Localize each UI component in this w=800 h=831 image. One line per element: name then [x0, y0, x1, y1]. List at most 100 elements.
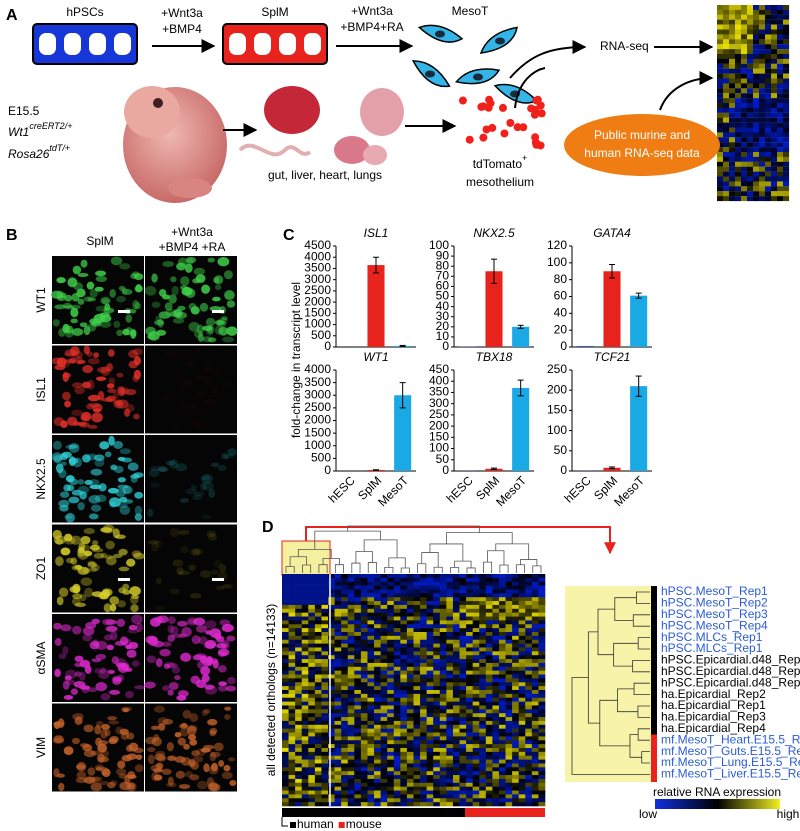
dendrogram-branch — [533, 566, 541, 573]
heatmap-cell — [486, 644, 493, 648]
species-bar — [651, 586, 657, 735]
heatmap-cell — [400, 659, 407, 663]
cell-signal — [53, 623, 62, 630]
heatmap-cell — [479, 628, 486, 632]
heatmap-cell — [400, 582, 407, 586]
cell-signal — [133, 414, 140, 420]
heatmap-cell — [315, 617, 322, 621]
heatmap-cell — [321, 678, 328, 682]
heatmap-cell — [348, 651, 355, 655]
heatmap-cell — [289, 717, 296, 721]
heatmap-cell — [289, 713, 296, 717]
heatmap-cell — [473, 783, 480, 787]
cell-signal — [189, 404, 198, 408]
heatmap-cell — [341, 713, 348, 717]
heatmap-cell — [453, 713, 460, 717]
heatmap-cell — [407, 702, 414, 706]
heatmap-cell — [479, 678, 486, 682]
heatmap-cell — [735, 157, 741, 162]
cell-signal — [88, 495, 100, 504]
heatmap-cell — [446, 644, 453, 648]
heatmap-cell — [381, 682, 388, 686]
heatmap-cell — [765, 44, 771, 49]
cell-signal — [109, 377, 116, 385]
heatmap-cell — [394, 663, 401, 667]
heatmap-cell — [492, 632, 499, 636]
heatmap-cell — [381, 752, 388, 756]
nucleus — [425, 71, 435, 78]
heatmap-cell — [771, 59, 777, 64]
y-tick-label: 50 — [554, 443, 568, 457]
heatmap-cell — [321, 582, 328, 586]
dendrogram-branch — [516, 565, 524, 573]
heatmap-cell — [446, 632, 453, 636]
heatmap-cell — [295, 702, 302, 706]
heatmap-cell — [538, 733, 545, 737]
heatmap-cell — [538, 798, 545, 802]
tdtomato-cells — [459, 96, 546, 150]
heatmap-cell — [759, 44, 765, 49]
heatmap-cell — [532, 791, 539, 795]
heatmap-cell — [519, 760, 526, 764]
heatmap-cell — [440, 605, 447, 609]
cell-signal — [134, 285, 143, 292]
heatmap-cell — [308, 802, 315, 806]
heatmap-cell — [747, 25, 753, 30]
heatmap-cell — [348, 787, 355, 791]
heatmap-cell — [302, 589, 309, 593]
heatmap-cell — [321, 597, 328, 601]
heatmap-cell — [289, 613, 296, 617]
heatmap-cell — [420, 686, 427, 690]
heatmap-cell — [492, 705, 499, 709]
heatmap-cell — [394, 763, 401, 767]
heatmap-cell — [486, 624, 493, 628]
legend-bracket — [282, 817, 288, 826]
heatmap-cell — [433, 609, 440, 613]
heatmap-cell — [479, 779, 486, 783]
heatmap-cell — [335, 756, 342, 760]
cell-signal — [128, 629, 139, 634]
heatmap-cell — [741, 54, 747, 59]
heatmap-cell — [308, 756, 315, 760]
zoom-box — [565, 586, 651, 782]
heatmap-cell — [354, 617, 361, 621]
y-tick-label: 0 — [324, 463, 331, 477]
heatmap-cell — [361, 605, 368, 609]
heatmap-cell — [308, 574, 315, 578]
cell-signal — [79, 672, 86, 681]
heatmap-cell — [381, 767, 388, 771]
heatmap-cell — [771, 34, 777, 39]
heatmap-cell — [282, 613, 289, 617]
heatmap-cell — [473, 748, 480, 752]
cell-signal — [218, 681, 227, 685]
heatmap-cell — [479, 698, 486, 702]
heatmap-cell — [308, 632, 315, 636]
cell-signal — [156, 658, 163, 667]
cell-signal — [122, 289, 132, 295]
heatmap-cell — [777, 177, 783, 182]
heatmap-cell — [519, 609, 526, 613]
heatmap-cell — [387, 628, 394, 632]
heatmap-cell — [335, 787, 342, 791]
heatmap-cell — [460, 763, 467, 767]
heatmap-cell — [302, 763, 309, 767]
heatmap-cell — [321, 609, 328, 613]
heatmap-cell — [519, 632, 526, 636]
cell-signal — [61, 547, 71, 555]
heatmap-cell — [765, 177, 771, 182]
heatmap-cell — [367, 775, 374, 779]
heatmap-cell — [282, 802, 289, 806]
heatmap-cell — [525, 628, 532, 632]
heatmap-cell — [499, 779, 506, 783]
genotype-sup: creERT2/+ — [29, 121, 72, 131]
heatmap-cell — [282, 644, 289, 648]
heatmap-cell — [302, 651, 309, 655]
heatmap-cell — [538, 744, 545, 748]
heatmap-cell — [759, 132, 765, 137]
cell-signal — [226, 326, 237, 336]
heatmap-cell — [525, 644, 532, 648]
heatmap-cell — [348, 791, 355, 795]
heatmap-cell — [473, 698, 480, 702]
heatmap-cell — [466, 694, 473, 698]
species-bar — [282, 808, 465, 817]
